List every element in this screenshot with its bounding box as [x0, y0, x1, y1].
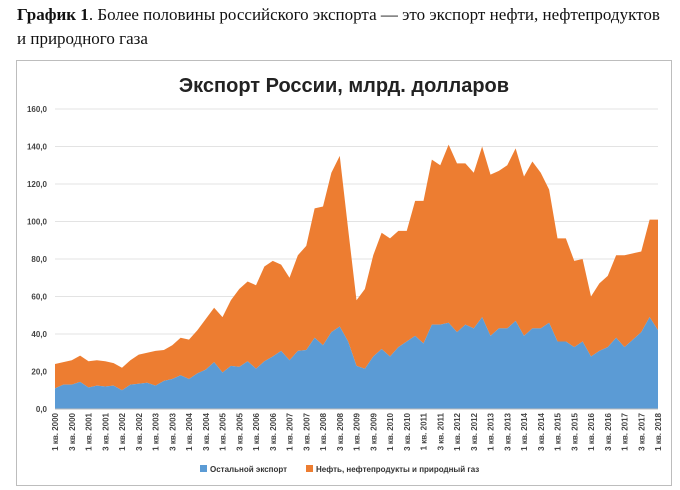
- y-tick-label: 80,0: [31, 255, 47, 264]
- x-tick-label: 3 кв. 2012: [470, 412, 479, 450]
- x-tick-label: 3 кв. 2000: [68, 412, 77, 450]
- x-tick-label: 3 кв. 2002: [135, 412, 144, 450]
- legend-swatch: [306, 465, 313, 472]
- series-area-other-exports: [55, 317, 658, 409]
- x-tick-label: 1 кв. 2000: [51, 412, 60, 450]
- y-tick-label: 140,0: [27, 143, 48, 152]
- x-tick-label: 3 кв. 2009: [369, 412, 378, 450]
- x-tick-label: 3 кв. 2013: [503, 412, 512, 450]
- x-tick-label: 1 кв. 2001: [85, 412, 94, 450]
- legend-swatch: [200, 465, 207, 472]
- x-tick-label: 1 кв. 2015: [554, 412, 563, 450]
- y-tick-label: 120,0: [27, 180, 48, 189]
- x-tick-label: 3 кв. 2007: [302, 412, 311, 450]
- x-tick-label: 1 кв. 2003: [152, 412, 161, 450]
- x-tick-label: 1 кв. 2016: [587, 412, 596, 450]
- legend-label: Остальной экспорт: [210, 465, 287, 474]
- caption-label: График 1: [17, 5, 89, 24]
- x-tick-label: 1 кв. 2013: [487, 412, 496, 450]
- y-tick-label: 40,0: [31, 330, 47, 339]
- x-tick-label: 1 кв. 2004: [185, 412, 194, 450]
- x-tick-label: 1 кв. 2012: [453, 412, 462, 450]
- x-tick-label: 3 кв. 2005: [235, 412, 244, 450]
- x-tick-label: 3 кв. 2001: [101, 412, 110, 450]
- x-tick-label: 1 кв. 2014: [520, 412, 529, 450]
- x-tick-label: 3 кв. 2015: [570, 412, 579, 450]
- legend-label: Нефть, нефтепродукты и природный газ: [316, 465, 479, 474]
- y-tick-label: 160,0: [27, 105, 48, 114]
- y-tick-label: 100,0: [27, 218, 48, 227]
- y-tick-label: 60,0: [31, 293, 47, 302]
- y-tick-label: 20,0: [31, 368, 47, 377]
- series-area-oil-gas: [55, 144, 658, 391]
- x-tick-label: 3 кв. 2014: [537, 412, 546, 450]
- x-tick-label: 3 кв. 2006: [269, 412, 278, 450]
- x-tick-label: 3 кв. 2010: [403, 412, 412, 450]
- x-tick-label: 1 кв. 2006: [252, 412, 261, 450]
- x-tick-label: 1 кв. 2018: [654, 412, 663, 450]
- x-tick-label: 1 кв. 2007: [286, 412, 295, 450]
- x-tick-label: 1 кв. 2010: [386, 412, 395, 450]
- chart-title: Экспорт России, млрд. долларов: [179, 75, 509, 97]
- x-tick-label: 1 кв. 2008: [319, 412, 328, 450]
- x-tick-label: 3 кв. 2016: [604, 412, 613, 450]
- x-tick-label: 1 кв. 2017: [621, 412, 630, 450]
- x-tick-label: 3 кв. 2011: [436, 412, 445, 450]
- caption-text: . Более половины российского экспорта — …: [17, 5, 660, 48]
- x-tick-label: 3 кв. 2004: [202, 412, 211, 450]
- x-tick-label: 3 кв. 2017: [637, 412, 646, 450]
- x-tick-label: 1 кв. 2011: [420, 412, 429, 450]
- x-tick-label: 1 кв. 2002: [118, 412, 127, 450]
- x-tick-label: 1 кв. 2005: [219, 412, 228, 450]
- y-tick-label: 0,0: [36, 405, 48, 414]
- x-tick-label: 3 кв. 2008: [336, 412, 345, 450]
- figure-caption: График 1. Более половины российского экс…: [17, 3, 667, 51]
- x-tick-label: 3 кв. 2003: [168, 412, 177, 450]
- x-tick-label: 1 кв. 2009: [353, 412, 362, 450]
